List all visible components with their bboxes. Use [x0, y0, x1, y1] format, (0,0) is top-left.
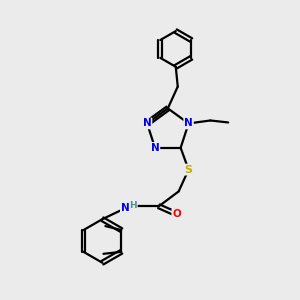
Text: N: N — [143, 118, 152, 128]
Text: O: O — [172, 209, 181, 219]
Text: N: N — [121, 203, 130, 213]
Text: H: H — [129, 201, 137, 210]
Text: S: S — [184, 165, 193, 175]
Text: N: N — [151, 143, 159, 153]
Text: N: N — [184, 118, 193, 128]
